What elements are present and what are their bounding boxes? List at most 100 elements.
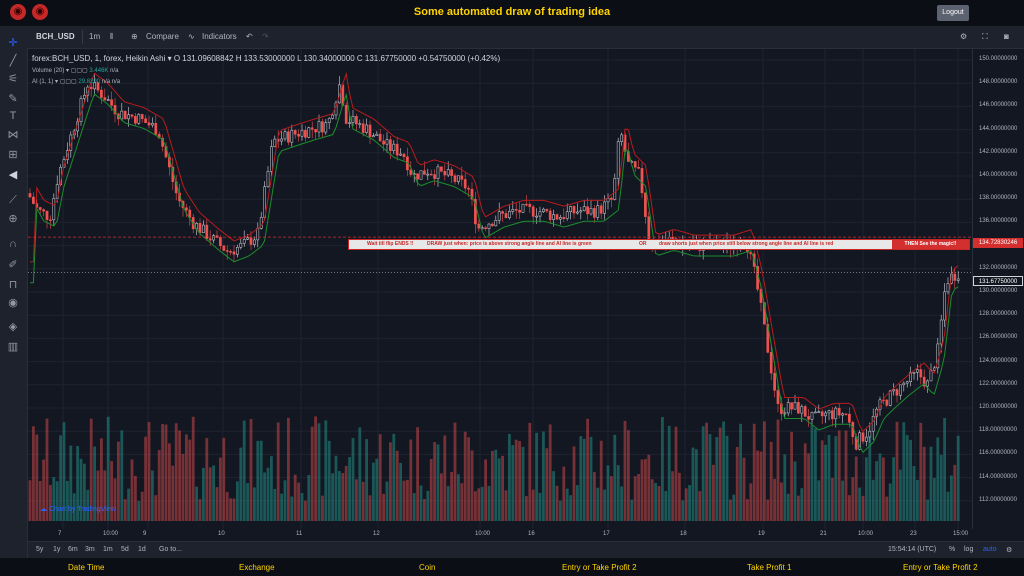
candle-body	[848, 413, 851, 423]
candle-body	[202, 224, 205, 233]
volume-bar	[749, 483, 753, 521]
eye-icon[interactable]: ◉	[8, 297, 18, 309]
volume-bar	[667, 425, 671, 521]
price-chart[interactable]	[28, 49, 972, 529]
volume-bar	[106, 416, 110, 521]
candle-body	[419, 170, 423, 180]
volume-bar	[572, 446, 576, 521]
undo-icon[interactable]: ↶	[246, 32, 253, 41]
candlestick-chart[interactable]	[28, 49, 972, 529]
time-axis[interactable]: 7 10:00 9 10 11 12 10:00 16 17 18 19 21 10:00 23 15:00	[28, 529, 972, 541]
drawing-toolbar: ✛ ╱ ⚟ ✎ T ⋈ ⊞ ◀ ⟋ ⊕ ∩ ✐ ⊓ ◉ ◈ ▥	[0, 37, 28, 558]
volume-bar	[416, 427, 419, 521]
candle-body	[355, 116, 358, 125]
trash-icon[interactable]: ▥	[7, 341, 19, 353]
redo-icon[interactable]: ↷	[262, 32, 269, 41]
legend-volume[interactable]: Volume (20) ▾ ▢▢▢ 3.446K n/a	[32, 68, 119, 74]
bar-style-icon[interactable]: ⫴	[110, 32, 114, 41]
volume-bar	[72, 493, 76, 521]
settings-icon[interactable]: ⚙	[960, 32, 968, 41]
layers-icon[interactable]: ◈	[8, 321, 18, 333]
percent-toggle[interactable]: %	[949, 546, 956, 553]
lock-icon[interactable]: ⊓	[8, 279, 18, 291]
volume-bar	[480, 486, 484, 521]
legend-symbol[interactable]: forex:BCH_USD, 1, forex, Heikin Ashi	[32, 54, 166, 63]
candle-body	[416, 173, 419, 180]
price-tick-label: 120.00000000	[979, 404, 1018, 410]
footer-entry-tp2[interactable]: Entry or Take Profit 2	[562, 563, 637, 572]
fib-icon[interactable]: ⚟	[8, 73, 18, 85]
crosshair-icon[interactable]: ✛	[8, 37, 18, 49]
trendline-icon[interactable]: ╱	[9, 55, 17, 67]
compare-button[interactable]: Compare	[146, 32, 179, 41]
candle-body	[89, 86, 93, 90]
volume-bar	[786, 493, 790, 521]
symbol-search[interactable]: BCH_USD	[36, 32, 75, 41]
tradingview-watermark[interactable]: ☁ Chart by TradingView	[40, 506, 116, 513]
lock-draw-icon[interactable]: ✐	[8, 259, 18, 271]
footer-date-time[interactable]: Date Time	[68, 563, 105, 572]
volume-bar	[395, 450, 399, 521]
candle-body	[565, 211, 569, 219]
screenshot-icon[interactable]: ◙	[1004, 32, 1009, 41]
volume-bar	[936, 437, 940, 521]
price-axis[interactable]: 150.00000000 148.00000000 146.00000000 144.…	[972, 49, 1024, 529]
brush-icon[interactable]: ✎	[8, 93, 18, 105]
candle-body	[45, 210, 49, 220]
ai-line-red	[30, 71, 959, 433]
text-icon[interactable]: T	[9, 110, 17, 122]
candle-body	[501, 211, 504, 214]
volume-bar	[888, 483, 892, 521]
goto-button[interactable]: Go to...	[159, 546, 182, 553]
volume-bar	[191, 416, 195, 521]
settings-icon[interactable]: ⚙	[1006, 547, 1013, 554]
range-5d[interactable]: 5d	[121, 546, 129, 553]
zoom-icon[interactable]: ⊕	[8, 213, 18, 225]
indicators-button[interactable]: Indicators	[202, 32, 237, 41]
range-3m[interactable]: 3m	[85, 546, 95, 553]
volume-bar	[742, 457, 746, 521]
ruler-icon[interactable]: ⟋	[9, 194, 17, 206]
indicators-icon[interactable]: ∿	[188, 32, 195, 41]
candle-body	[589, 208, 593, 215]
volume-bar	[283, 480, 287, 521]
volume-bar	[266, 467, 270, 521]
fullscreen-icon[interactable]: ⛶	[982, 32, 988, 41]
volume-bar	[249, 418, 253, 521]
footer-exchange[interactable]: Exchange	[239, 563, 275, 572]
volume-bar	[552, 471, 555, 521]
arrow-left-icon[interactable]: ◀	[8, 169, 18, 181]
clock[interactable]: 15:54:14 (UTC)	[888, 546, 937, 553]
volume-bar	[769, 441, 773, 521]
footer-tp1[interactable]: Take Profit 1	[747, 563, 792, 572]
pattern-icon[interactable]: ⋈	[7, 129, 19, 141]
volume-bar	[871, 479, 875, 521]
candle-body	[511, 209, 515, 212]
range-1y[interactable]: 1y	[53, 546, 61, 553]
range-1d[interactable]: 1d	[138, 546, 146, 553]
top-bar: ◉ ◉ Some automated draw of trading idea …	[0, 0, 1024, 26]
volume-bar	[171, 465, 175, 521]
volume-bar	[229, 498, 232, 521]
volume-bar	[69, 445, 73, 521]
candle-body	[344, 105, 348, 124]
candle-body	[259, 217, 263, 229]
volume-bar	[334, 455, 338, 521]
volume-bar	[508, 433, 511, 521]
range-5y[interactable]: 5y	[36, 546, 44, 553]
measure-icon[interactable]: ⊞	[8, 149, 18, 161]
range-1m[interactable]: 1m	[103, 546, 113, 553]
log-toggle[interactable]: log	[964, 546, 974, 553]
candle-body	[793, 402, 797, 410]
auto-toggle[interactable]: auto	[983, 546, 997, 553]
candle-body	[939, 319, 943, 345]
candle-body	[837, 407, 841, 416]
range-6m[interactable]: 6m	[68, 546, 78, 553]
footer-entry-tp2-2[interactable]: Entry or Take Profit 2	[903, 563, 978, 572]
magnet-icon[interactable]: ∩	[9, 238, 17, 250]
interval-button[interactable]: 1m	[89, 32, 101, 41]
footer-coin[interactable]: Coin	[419, 563, 436, 572]
legend-ai[interactable]: AI (1, 1) ▾ ▢▢▢ 29.8290 n/a n/a	[32, 79, 121, 85]
logout-button[interactable]: Logout	[937, 5, 969, 21]
compare-icon[interactable]: ⊕	[131, 32, 138, 41]
